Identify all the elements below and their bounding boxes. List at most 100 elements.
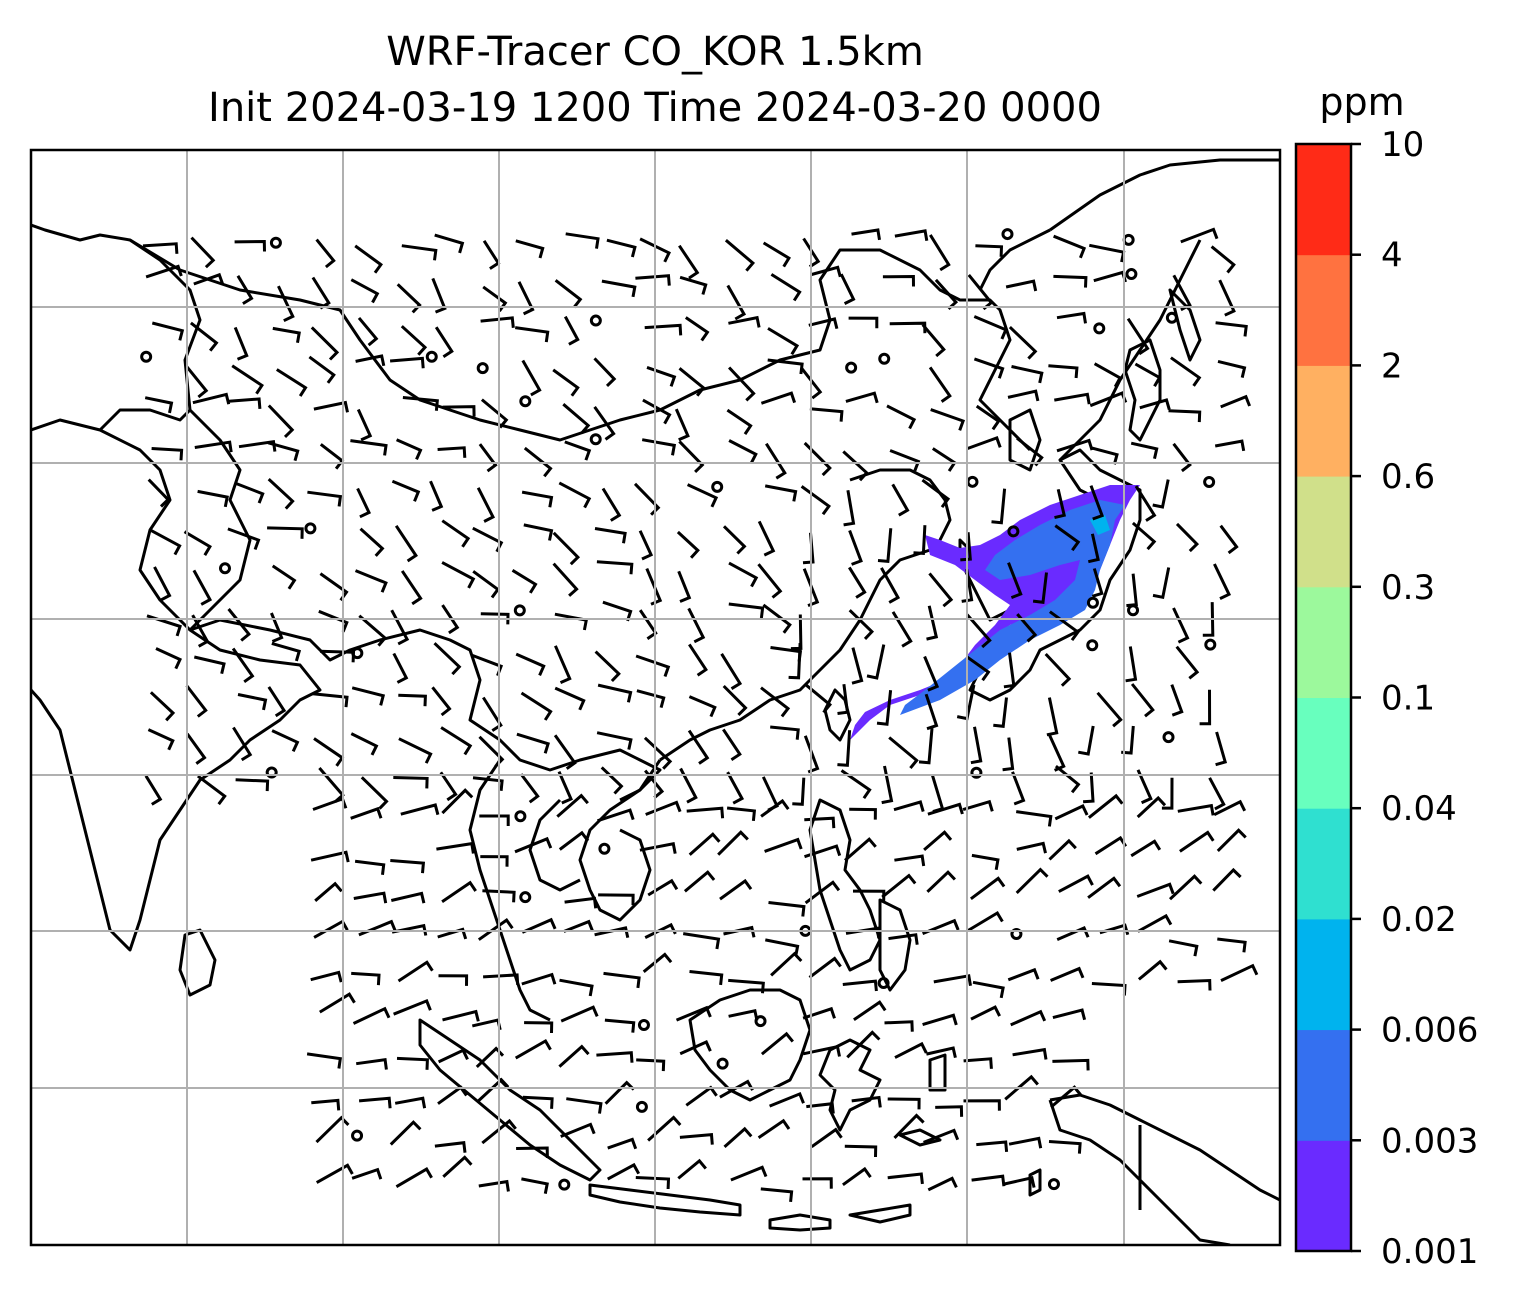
wind-barb bbox=[965, 655, 991, 682]
calm-wind-marker bbox=[219, 562, 232, 575]
wind-barb bbox=[719, 878, 753, 901]
calm-wind-marker bbox=[1127, 604, 1140, 617]
wind-barb bbox=[682, 932, 721, 950]
wind-barb bbox=[642, 952, 673, 973]
wind-barb bbox=[1087, 793, 1124, 819]
wind-barb bbox=[686, 806, 725, 819]
wind-barb bbox=[477, 918, 514, 941]
calm-wind-marker bbox=[589, 314, 602, 327]
wind-barb bbox=[310, 326, 340, 361]
wind-barb bbox=[804, 683, 833, 714]
wind-barb bbox=[760, 391, 797, 405]
wind-barb bbox=[1056, 311, 1087, 324]
wind-barb bbox=[1056, 926, 1090, 941]
wind-barb bbox=[802, 1006, 836, 1020]
wind-barb bbox=[644, 323, 683, 336]
wind-barb bbox=[844, 1144, 878, 1158]
wind-barb bbox=[524, 1021, 554, 1034]
calm-wind-marker bbox=[351, 1129, 364, 1142]
wind-barb bbox=[307, 490, 343, 507]
wind-barb bbox=[639, 237, 671, 263]
wind-barb bbox=[516, 1146, 549, 1159]
colorbar-tick-label: 0.006 bbox=[1381, 1011, 1478, 1051]
calm-wind-marker bbox=[1203, 476, 1216, 489]
wind-barb bbox=[401, 244, 438, 261]
wind-barb bbox=[728, 315, 761, 328]
wind-barb bbox=[921, 478, 951, 508]
wind-barb bbox=[478, 1179, 510, 1192]
wind-barb bbox=[808, 956, 842, 979]
wind-barb bbox=[607, 1137, 638, 1150]
wind-barb bbox=[270, 612, 284, 643]
wind-barb bbox=[1199, 689, 1212, 726]
calm-wind-marker bbox=[1001, 228, 1014, 241]
wind-barb bbox=[633, 482, 661, 516]
wind-barb bbox=[802, 237, 821, 268]
wind-barb bbox=[1218, 279, 1236, 317]
wind-barb bbox=[810, 1127, 843, 1149]
wind-barb bbox=[993, 697, 1008, 728]
wind-barb bbox=[479, 814, 510, 826]
wind-barb bbox=[521, 490, 554, 508]
wind-barb bbox=[1131, 521, 1157, 551]
wind-barb bbox=[1130, 683, 1155, 718]
wind-barb bbox=[1052, 1008, 1087, 1021]
wind-barb bbox=[641, 438, 677, 456]
wind-barb bbox=[975, 244, 1004, 257]
wind-barb bbox=[352, 1006, 391, 1025]
wind-barb bbox=[354, 859, 386, 875]
wind-barb bbox=[232, 726, 253, 762]
wind-barb bbox=[1002, 737, 1015, 772]
wind-barb bbox=[894, 229, 929, 242]
wind-barb bbox=[145, 264, 183, 279]
wind-barb bbox=[687, 729, 710, 765]
wind-barb bbox=[481, 1118, 517, 1145]
wind-barb bbox=[1217, 937, 1247, 953]
wind-barb bbox=[848, 316, 879, 329]
wind-barb bbox=[314, 881, 343, 902]
wind-barb bbox=[192, 392, 231, 405]
wind-barb bbox=[1056, 438, 1094, 453]
wind-barb bbox=[441, 788, 474, 815]
wind-barb bbox=[1054, 764, 1081, 794]
wind-barb bbox=[231, 647, 255, 684]
wind-barb bbox=[688, 695, 717, 718]
wind-barb bbox=[1210, 245, 1236, 274]
wind-barb bbox=[434, 1141, 467, 1153]
calm-wind-marker bbox=[304, 522, 317, 535]
map-subtitle: Init 2024-03-19 1200 Time 2024-03-20 000… bbox=[208, 85, 1102, 131]
wind-barb bbox=[1054, 488, 1066, 520]
wind-barb bbox=[675, 1005, 712, 1022]
calm-wind-marker bbox=[1047, 1178, 1060, 1191]
wind-barb bbox=[635, 654, 671, 677]
wind-barb bbox=[194, 440, 233, 453]
wind-barb bbox=[804, 844, 842, 859]
colorbar-tick-label: 0.1 bbox=[1381, 679, 1435, 719]
wind-barb bbox=[520, 691, 553, 721]
wind-barb bbox=[478, 735, 505, 768]
wind-barb bbox=[236, 275, 254, 305]
wind-barb bbox=[1152, 479, 1170, 509]
wind-barb bbox=[390, 891, 426, 904]
wind-barb bbox=[972, 980, 1005, 999]
wind-barb bbox=[1220, 963, 1259, 982]
wind-barb bbox=[147, 728, 175, 751]
wind-barb bbox=[554, 645, 572, 684]
wind-barb bbox=[767, 358, 804, 375]
calm-wind-marker bbox=[1204, 638, 1217, 651]
wind-barb bbox=[770, 273, 802, 302]
wind-barb bbox=[310, 850, 350, 863]
wind-barb bbox=[436, 841, 475, 854]
calm-wind-marker bbox=[1093, 322, 1106, 335]
wind-barb bbox=[886, 404, 917, 430]
wind-barb bbox=[757, 520, 776, 557]
wind-barb bbox=[764, 484, 798, 502]
wind-barb bbox=[636, 689, 666, 708]
wind-barb bbox=[1011, 365, 1044, 384]
wind-barb bbox=[851, 647, 864, 685]
wind-barb bbox=[183, 530, 212, 556]
wind-barb bbox=[353, 891, 388, 904]
wind-barb bbox=[233, 326, 249, 361]
wind-barb bbox=[602, 600, 633, 622]
wind-barb bbox=[1170, 684, 1184, 717]
